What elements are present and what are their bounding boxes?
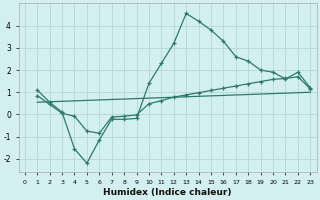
X-axis label: Humidex (Indice chaleur): Humidex (Indice chaleur) <box>103 188 232 197</box>
